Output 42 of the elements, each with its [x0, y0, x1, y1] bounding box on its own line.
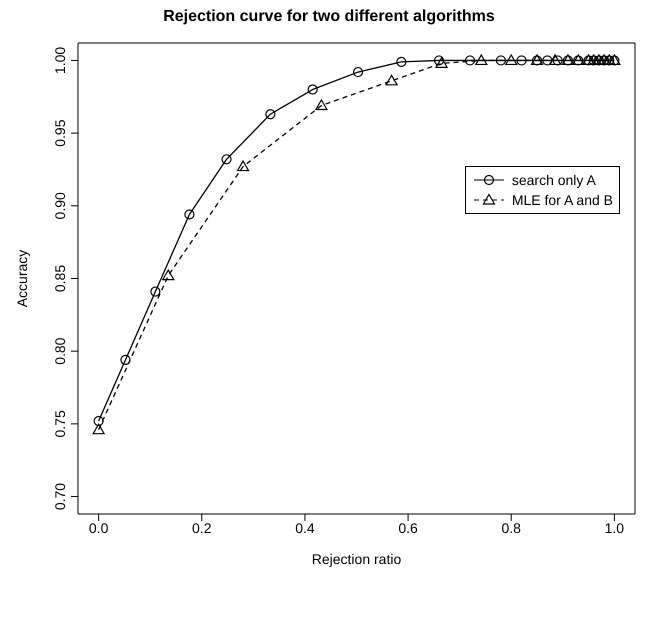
point	[435, 57, 448, 68]
point	[385, 74, 398, 86]
point	[221, 154, 232, 164]
x-tick-label: 0.4	[295, 520, 315, 536]
x-tick-label: 0.2	[192, 520, 212, 536]
point	[352, 66, 364, 78]
legend-label: search only A	[512, 172, 596, 188]
x-tick-label: 0.8	[501, 520, 522, 536]
point	[236, 160, 250, 172]
y-tick-label: 0.75	[52, 410, 68, 438]
point	[516, 55, 527, 66]
y-tick-label: 0.95	[52, 119, 68, 147]
point	[308, 84, 318, 95]
point	[94, 416, 104, 426]
y-tick-label: 1.00	[52, 46, 68, 74]
x-axis-title: Rejection ratio	[312, 551, 402, 567]
point	[464, 55, 476, 66]
point	[120, 354, 131, 366]
y-tick-label: 0.90	[52, 192, 68, 220]
point	[162, 269, 174, 280]
point	[552, 55, 563, 66]
y-tick-label: 0.80	[52, 337, 68, 365]
point	[496, 55, 506, 66]
point	[92, 424, 105, 434]
x-tick-label: 0.6	[398, 520, 418, 536]
point	[315, 99, 328, 110]
y-axis-title: Accuracy	[14, 250, 30, 308]
chart-title: Rejection curve for two different algorithms	[162, 8, 496, 26]
point	[150, 286, 160, 297]
point	[434, 55, 444, 66]
legend-label: MLE for A and B	[512, 192, 613, 208]
point	[548, 54, 562, 66]
point	[475, 54, 488, 66]
x-tick-label: 0.0	[88, 520, 109, 536]
y-tick-label: 0.85	[52, 264, 68, 292]
point	[542, 55, 552, 66]
point	[396, 56, 406, 67]
point	[184, 209, 194, 220]
point	[505, 54, 518, 66]
y-tick-label: 0.70	[52, 482, 68, 510]
point	[265, 109, 276, 120]
x-tick-label: 1.0	[604, 520, 624, 536]
